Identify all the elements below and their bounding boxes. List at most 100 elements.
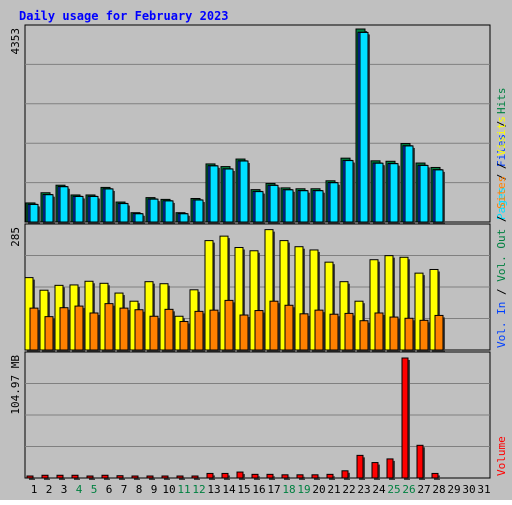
day-label-15: 15 [237,483,250,496]
bar-sites-day-28 [434,314,444,351]
day-label-24: 24 [372,483,386,496]
bar-pages-day-13 [209,165,219,223]
bar-sites-day-15 [239,314,249,351]
bar-visits-day-20 [309,249,319,351]
bar-visits-day-26 [399,256,409,351]
legend-separator: / [495,282,508,302]
bar-visits-day-15 [234,247,244,351]
bar-sites-day-1 [29,307,39,351]
legend-hits: Hits [495,88,508,115]
bar-sites-day-9 [149,315,159,351]
bar-visits-day-13 [204,240,214,351]
bar-sites-day-22 [344,312,354,351]
bar-volume-day-1 [26,475,34,479]
bar-volume-day-4 [71,474,79,479]
bar-pages-day-14 [224,168,234,223]
bar-visits-day-19 [294,246,304,351]
bar-volume-day-10 [161,475,169,479]
bar-pages-day-3 [59,186,69,223]
legend-separator: / [495,156,508,176]
bar-sites-day-24 [374,312,384,351]
legend-vol-out: Vol. Out [495,229,508,282]
y-axis-max-visits: 285 [9,227,22,247]
day-label-16: 16 [252,483,265,496]
day-label-22: 22 [342,483,355,496]
bar-volume-day-27 [416,444,424,479]
day-label-31: 31 [477,483,490,496]
bar-pages-day-1 [29,203,39,223]
day-label-9: 9 [151,483,158,496]
day-label-5: 5 [91,483,98,496]
legend-vol-in: Vol. In [495,302,508,348]
bar-pages-day-25 [389,163,399,223]
bar-volume-day-16 [251,473,259,479]
day-label-28: 28 [432,483,445,496]
day-label-3: 3 [61,483,68,496]
day-label-29: 29 [447,483,460,496]
bar-volume-day-6-shadow [104,477,110,480]
bar-sites-day-17 [269,300,279,351]
bar-volume-day-2-shadow [44,477,50,480]
bar-pages-day-12 [194,199,204,223]
bar-sites-day-26 [404,317,414,351]
day-label-26: 26 [402,483,415,496]
bar-sites-day-19 [299,313,309,351]
bar-volume-day-15 [236,471,244,479]
day-label-14: 14 [222,483,236,496]
legend-hits-files-pages: Pages / Files / Hits [495,88,508,221]
bar-sites-day-23 [359,320,369,351]
bar-volume-day-20 [311,474,319,479]
legend-files: Files [495,134,508,167]
day-label-19: 19 [297,483,310,496]
bar-volume-day-6 [101,474,109,479]
panel-volume [24,351,491,480]
bar-visits-day-14 [219,235,229,351]
legend-bot-text: Volume [495,436,508,476]
bar-sites-day-12 [194,310,204,351]
bar-sites-day-6 [104,303,114,351]
day-label-1: 1 [31,483,38,496]
day-label-20: 20 [312,483,325,496]
legend-separator: / [495,167,508,187]
bar-volume-day-11 [176,475,184,479]
bar-volume-day-10-shadow [164,478,170,480]
legend-top-text: Pages / Files / Hits [495,88,508,221]
y-axis-max-hits: 4353 [9,28,22,55]
legend-separator: / [495,209,508,229]
bar-pages-day-11 [179,213,189,223]
day-label-23: 23 [357,483,370,496]
bar-pages-day-9 [149,198,159,223]
bar-pages-day-24 [374,162,384,223]
bar-sites-day-11 [179,321,189,351]
bar-pages-day-5 [89,196,99,223]
bar-visits-day-16 [249,250,259,351]
bar-pages-day-16 [254,191,264,223]
bar-pages-day-27 [419,164,429,223]
bar-volume-day-9 [146,475,154,479]
legend-mid-text: Vol. In / Vol. Out / Sites / Visits [495,116,508,348]
bar-pages-day-21 [329,182,339,223]
bar-visits-day-25 [384,255,394,351]
bar-volume-day-28 [431,472,439,479]
bar-volume-day-25 [386,458,394,479]
bar-volume-day-7-shadow [119,477,125,480]
bar-pages-day-15 [239,160,249,223]
bar-sites-day-2 [44,316,54,351]
bar-volume-day-26 [401,357,409,479]
bar-pages-day-19 [299,190,309,223]
day-label-13: 13 [207,483,220,496]
bar-volume-day-12 [191,475,199,479]
bar-volume-day-12-shadow [194,478,200,480]
bar-sites-day-27 [419,319,429,351]
bar-sites-day-14 [224,299,234,351]
bar-volume-day-8 [131,475,139,479]
day-label-8: 8 [136,483,143,496]
bar-sites-day-21 [329,313,339,351]
bar-volume-day-9-shadow [149,478,155,480]
day-label-10: 10 [162,483,175,496]
day-label-17: 17 [267,483,280,496]
bar-sites-day-18 [284,304,294,351]
bar-volume-day-22 [341,470,349,479]
bar-volume-day-13 [206,472,214,479]
bar-volume-day-14 [221,472,229,479]
